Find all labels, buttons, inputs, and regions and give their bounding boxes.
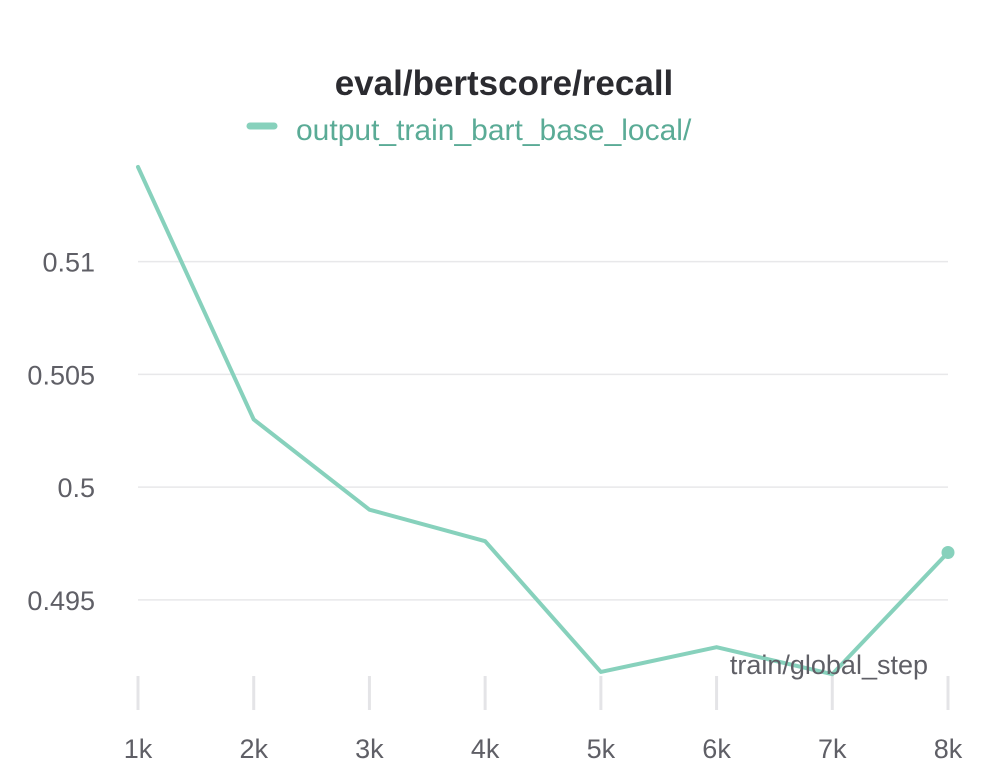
series-end-point (941, 545, 955, 559)
grid (138, 260, 948, 601)
x-tick-label: 7k (818, 734, 847, 764)
x-axis: 1k 2k 3k 4k 5k 6k 7k 8k (124, 676, 963, 764)
y-axis: 0.495 0.5 0.505 0.51 (27, 248, 95, 616)
series-line (136, 165, 950, 677)
plot-area (136, 165, 955, 677)
x-axis-title: train/global_step (730, 650, 928, 680)
x-tick-label: 6k (702, 734, 731, 764)
y-tick-label: 0.495 (27, 586, 95, 616)
chart-title: eval/bertscore/recall (335, 64, 674, 103)
legend-label: output_train_bart_base_local/ (296, 114, 692, 147)
x-tick-label: 2k (239, 734, 268, 764)
y-tick-label: 0.505 (27, 360, 95, 390)
x-tick-label: 1k (124, 734, 153, 764)
x-tick-label: 4k (471, 734, 500, 764)
y-tick-label: 0.5 (57, 473, 95, 503)
y-tick-label: 0.51 (42, 248, 95, 278)
x-tick-label: 5k (587, 734, 616, 764)
x-tick-label: 3k (355, 734, 384, 764)
legend: output_train_bart_base_local/ (246, 114, 692, 147)
x-tick-label: 8k (934, 734, 963, 764)
